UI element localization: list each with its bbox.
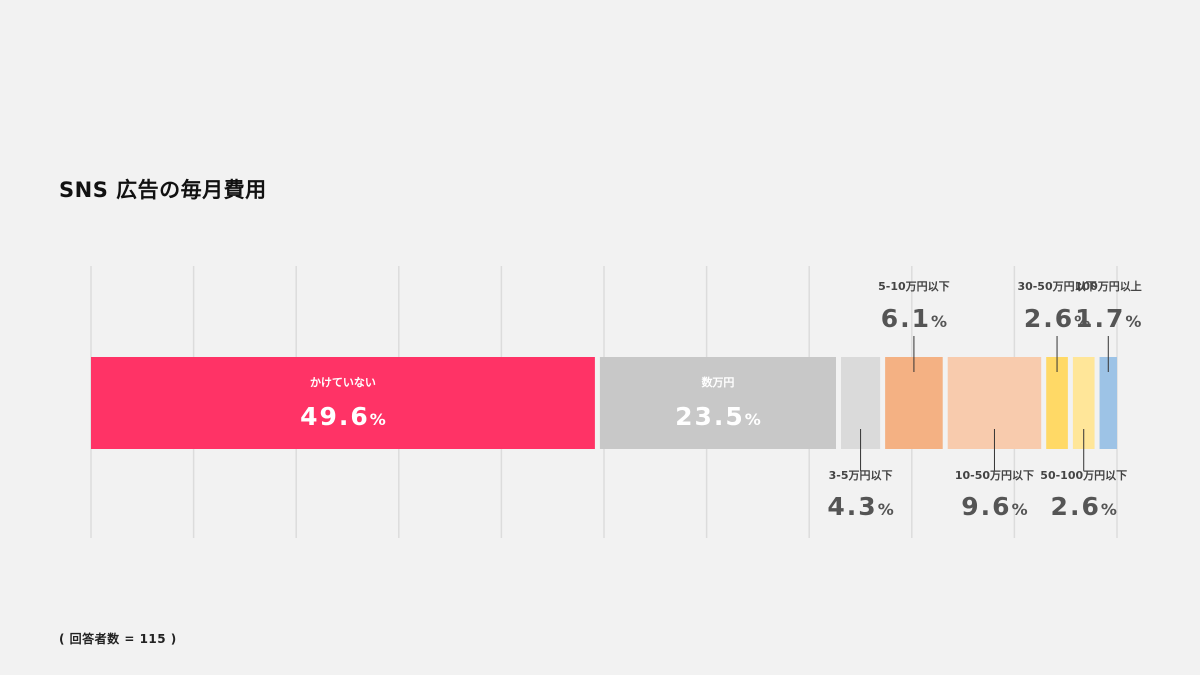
category-label: 50-100万円以下	[1040, 469, 1127, 482]
bar-segments	[91, 357, 1117, 449]
bar-segment	[1099, 357, 1117, 449]
bar-labels: かけていない 49.6% 数万円 23.5% 3-5万円以下 4.3% 5-10万円以下 6.…	[300, 279, 1142, 521]
category-label: 30-50万円以下	[1017, 280, 1096, 293]
bar-segment	[91, 357, 595, 449]
bar-segment	[885, 357, 943, 449]
value-label: 2.6%	[1024, 304, 1090, 333]
value-label: 9.6%	[961, 492, 1027, 521]
value-label: 4.3%	[827, 492, 893, 521]
category-label: 5-10万円以下	[878, 280, 950, 293]
category-label: 100万円以上	[1075, 279, 1142, 293]
value-label: 23.5%	[675, 402, 761, 431]
category-label: 3-5万円以下	[829, 469, 893, 482]
bar-segment	[1072, 357, 1095, 449]
bar-segment	[599, 357, 837, 449]
value-label: 6.1%	[881, 304, 947, 333]
respondent-count-note: ( 回答者数 = 115 )	[59, 632, 177, 646]
value-label: 1.7%	[1075, 304, 1141, 333]
value-label: 49.6%	[300, 402, 386, 431]
chart-title: SNS 広告の毎月費用	[59, 178, 267, 202]
category-label: 数万円	[701, 375, 734, 389]
value-label: 2.6%	[1051, 492, 1117, 521]
category-label: かけていない	[310, 376, 376, 389]
bar-segment	[1046, 357, 1068, 449]
category-label: 10-50万円以下	[955, 469, 1034, 482]
